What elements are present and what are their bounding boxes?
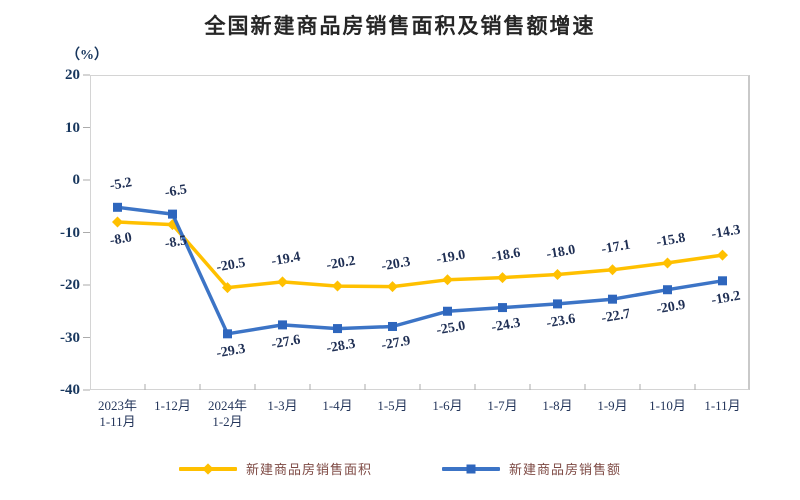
legend: 新建商品房销售面积 新建商品房销售额 <box>0 459 800 478</box>
x-axis-label: 1-10月 <box>623 398 713 414</box>
series-marker-diamond <box>717 249 728 261</box>
series-marker-square <box>113 202 122 212</box>
series-marker-square <box>608 294 617 304</box>
legend-line-sales-amount <box>442 464 500 473</box>
series-marker-diamond <box>387 281 398 293</box>
x-axis-label: 1-8月 <box>513 398 603 414</box>
legend-item-sales-area: 新建商品房销售面积 <box>178 459 372 478</box>
x-axis-label-line: 1-10月 <box>649 398 686 413</box>
legend-label-sales-area: 新建商品房销售面积 <box>245 462 372 477</box>
y-axis-tick-label: 20 <box>65 67 80 83</box>
series-marker-diamond <box>112 216 123 228</box>
series-marker-diamond <box>222 282 233 294</box>
x-axis-label: 2023年 1-11月 <box>73 398 163 430</box>
legend-diamond-marker-icon <box>202 462 214 475</box>
series-line-0 <box>115 220 725 290</box>
series-marker-square <box>168 209 177 219</box>
series-marker-diamond <box>552 269 563 280</box>
x-axis-label: 1-7月 <box>458 398 548 414</box>
x-axis-label-line: 1-2月 <box>212 414 243 429</box>
x-axis-label-line: 1-7月 <box>487 398 518 413</box>
series-marker-diamond <box>607 264 618 276</box>
series-marker-diamond <box>332 280 343 292</box>
legend-line-sales-area <box>178 462 237 475</box>
legend-square-marker-icon <box>466 464 476 473</box>
x-axis-label-line: 1-4月 <box>322 398 353 413</box>
series-marker-square <box>443 306 452 316</box>
y-axis-tick-label: -30 <box>60 329 80 346</box>
y-axis-unit-label: （%） <box>66 48 108 63</box>
x-axis-label-line: 2023年 <box>97 398 137 413</box>
x-axis-label-line: 1-3月 <box>267 398 298 413</box>
series-marker-diamond <box>662 257 673 269</box>
series-marker-diamond <box>442 274 453 286</box>
y-axis-tick-label: -40 <box>60 382 80 398</box>
x-axis-label-line: 2024年 <box>207 398 247 413</box>
series-line-1 <box>115 205 725 336</box>
legend-label-sales-amount: 新建商品房销售额 <box>509 462 622 477</box>
y-axis-tick-label: -10 <box>60 224 80 241</box>
chart-title: 全国新建商品房销售面积及销售额增速 <box>204 15 596 38</box>
x-axis-label-line: 1-11月 <box>704 398 741 413</box>
series-marker-square <box>553 299 562 309</box>
x-axis-label-line: 1-8月 <box>542 398 573 413</box>
y-axis-tick-label: 10 <box>65 119 80 136</box>
x-axis-label: 1-12月 <box>128 398 218 414</box>
series-marker-square <box>333 324 342 334</box>
series-marker-square <box>388 321 397 331</box>
x-axis-label: 1-6月 <box>403 398 493 414</box>
series-marker-square <box>278 320 287 330</box>
x-axis-label-line: 1-9月 <box>597 398 628 413</box>
y-axis-tick-label: 0 <box>72 172 81 188</box>
x-axis-label-line: 1-12月 <box>154 398 191 413</box>
x-axis-label: 1-11月 <box>678 398 768 414</box>
x-axis-label-line: 1-5月 <box>377 398 408 413</box>
series-marker-diamond <box>497 272 508 284</box>
x-axis-label-line: 1-11月 <box>99 414 136 429</box>
plot-area <box>90 75 750 390</box>
series-marker-square <box>223 329 232 339</box>
legend-item-sales-amount: 新建商品房销售额 <box>442 459 621 478</box>
x-axis-label: 1-4月 <box>293 398 383 414</box>
x-axis-label: 1-5月 <box>348 398 438 414</box>
series-marker-square <box>718 276 727 286</box>
x-axis-label-line: 1-6月 <box>432 398 463 413</box>
y-axis-tick-label: -20 <box>60 277 80 293</box>
x-axis-label: 2024年 1-2月 <box>183 398 273 430</box>
series-marker-square <box>663 285 672 295</box>
series-marker-square <box>498 303 507 313</box>
x-axis-label: 1-3月 <box>238 398 328 414</box>
x-axis-label: 1-9月 <box>568 398 658 414</box>
series-marker-diamond <box>277 276 288 288</box>
